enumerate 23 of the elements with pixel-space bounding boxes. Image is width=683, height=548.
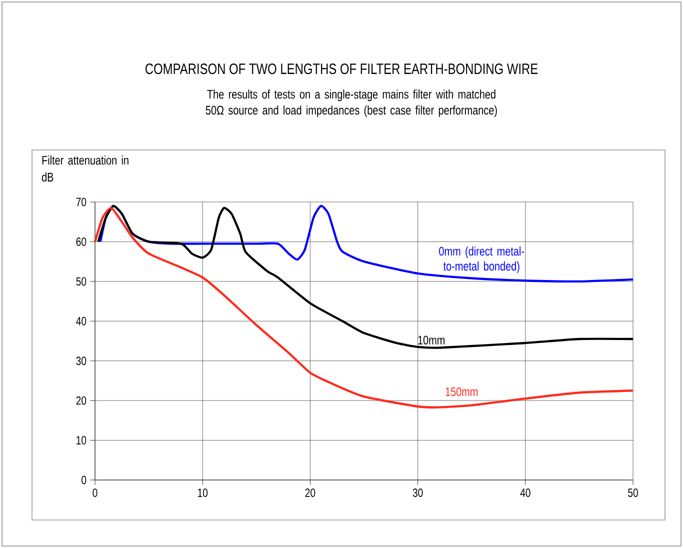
x-tick-label: 50 [628,488,638,497]
line-series [94,206,634,408]
y-tick-label: 20 [76,396,86,405]
x-tick-label: 30 [412,488,423,497]
y-tick-label: 40 [76,316,86,326]
chart-title: COMPARISON OF TWO LENGTHS OF FILTER EARTH-BONDING WIRE [146,64,538,74]
y-tick-label: 60 [76,237,86,246]
y-tick-label: 0 [82,476,86,484]
line-series [97,204,634,349]
x-tick-label: 0 [92,488,98,497]
x-tick-label: 10 [198,488,208,497]
x-tick-label: 40 [520,488,530,497]
y-tick-label: 50 [76,277,86,286]
line-series [99,204,634,283]
y-axis-title: Filter attenuation in dB [42,156,128,182]
chart-subtitle: The results of tests on a single-stage mains filter with matched 50Ω source and load impedances (best case filter performance) [206,90,497,118]
series-label: 150mm [446,387,478,396]
x-tick-label: 20 [305,488,316,497]
y-tick-label: 70 [76,198,86,206]
y-tick-label: 10 [76,436,86,444]
y-tick-label: 30 [76,356,86,366]
series-label: 10mm [418,336,445,345]
series-label: 0mm (direct metal-to-metal bonded) [439,246,524,274]
